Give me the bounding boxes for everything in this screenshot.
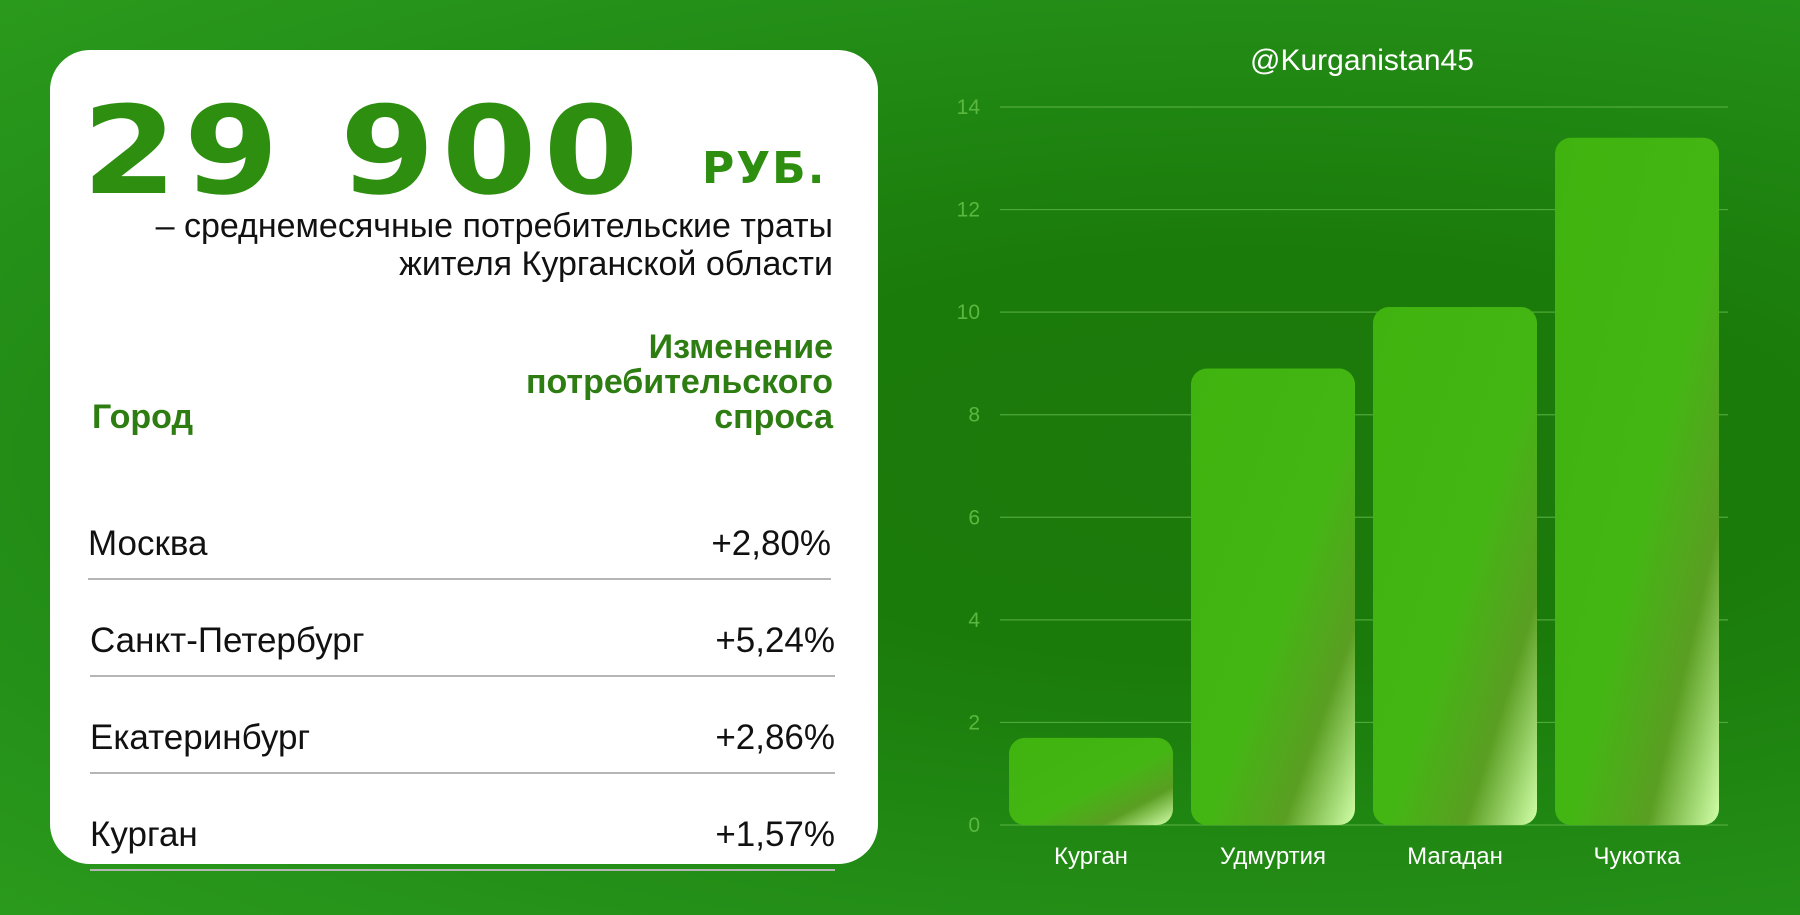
table-row-change: +2,86% [715,718,835,757]
y-tick-label: 0 [968,814,980,837]
table-row: Санкт-Петербург +5,24% [90,579,835,677]
table-row-change: +5,24% [715,621,835,660]
y-tick-label: 4 [968,609,980,632]
table-row-city: Москва [88,524,208,563]
table-header-city: Город [92,398,194,436]
y-tick-label: 12 [957,199,980,222]
y-tick-label: 14 [957,96,981,119]
y-tick-label: 6 [968,506,980,529]
y-tick-label: 2 [968,711,980,734]
table-row-city: Екатеринбург [90,718,311,757]
table-row: Курган +1,57% [90,773,835,871]
table-row-change: +2,80% [711,524,831,563]
headline-subtitle: – среднемесячные потребительские траты ж… [155,207,833,283]
y-tick-label: 10 [957,301,980,324]
bar-4 [1555,137,1719,825]
x-tick-label: Удмуртия [1220,843,1326,870]
headline-value: 29 900 [82,80,646,222]
headline-currency: РУБ. [702,143,827,194]
bar-3 [1373,307,1537,825]
x-tick-label: Курган [1054,843,1128,870]
table-row-city: Курган [90,815,198,854]
y-tick-label: 8 [968,404,980,427]
table-row: Екатеринбург +2,86% [90,676,835,774]
table-row-city: Санкт-Петербург [90,621,365,660]
x-tick-label: Магадан [1407,843,1503,870]
watermark: @Kurganistan45 [1250,44,1474,77]
bar-2 [1191,368,1355,825]
x-tick-label: Чукотка [1594,843,1682,870]
table-row: Москва +2,80% [88,482,831,580]
table-header-change: Изменение потребительского спроса [525,328,833,436]
bar-1 [1009,737,1173,825]
table-row-change: +1,57% [715,815,835,854]
summary-card: 29 900 РУБ. – среднемесячные потребитель… [50,50,878,871]
